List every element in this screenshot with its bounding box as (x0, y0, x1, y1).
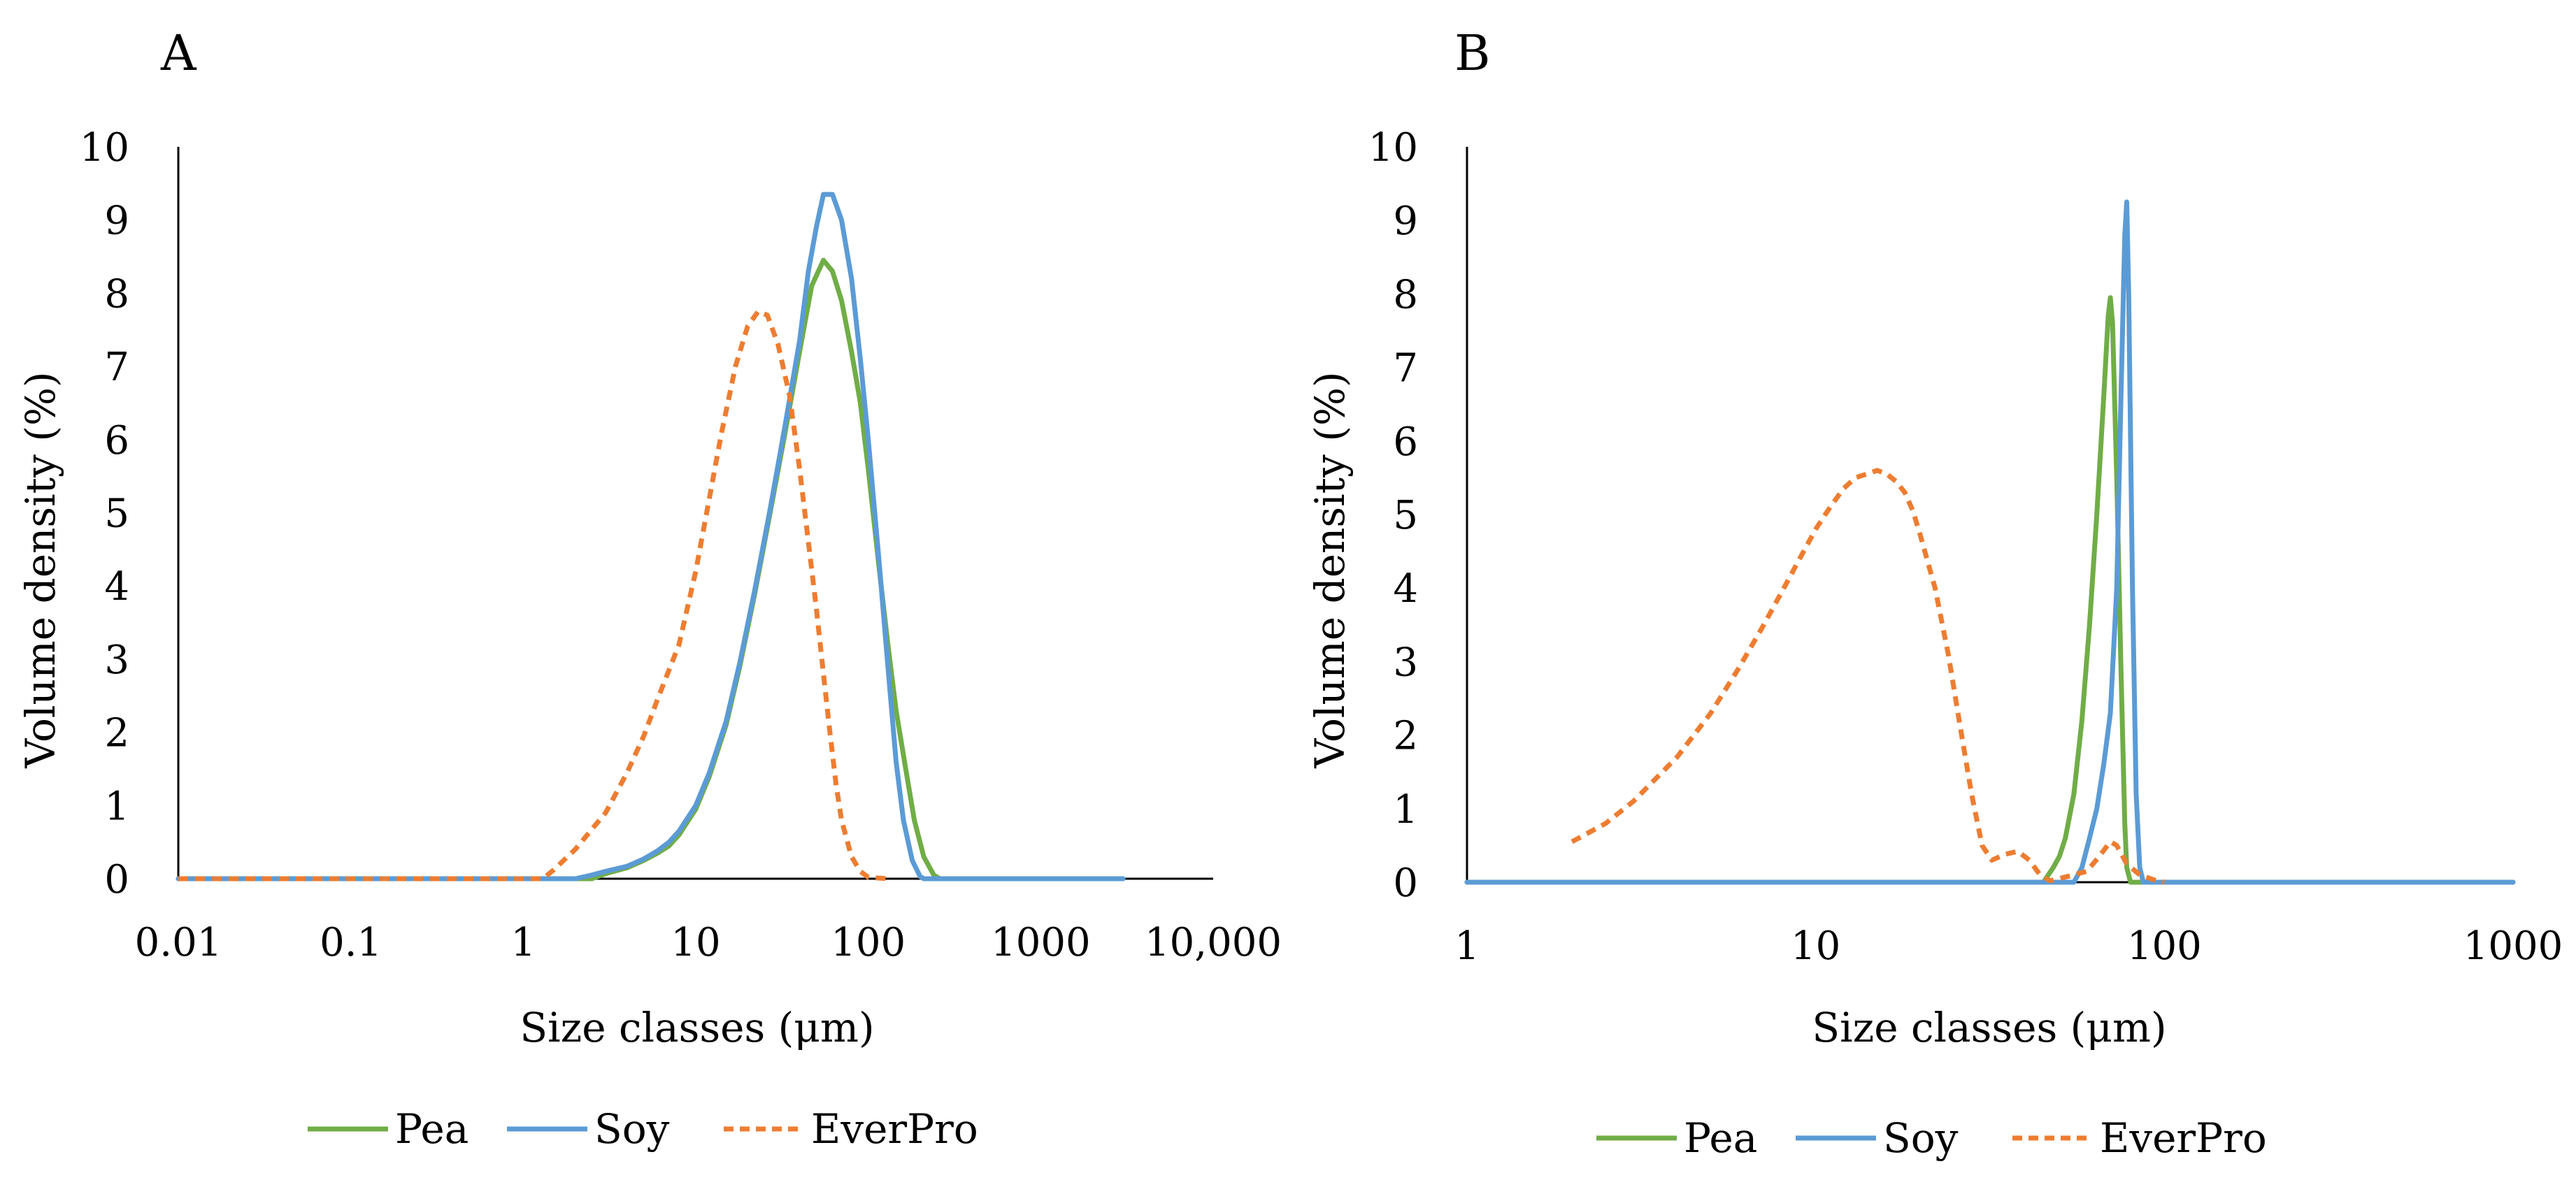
panel-a-y-tick-label: 8 (104, 271, 129, 317)
panel-a-x-tick-label: 10 (671, 920, 720, 965)
panel-b-legend: Pea Soy EverPro (1596, 1114, 2267, 1162)
panel-b-x-tick-label: 100 (2127, 923, 2202, 969)
panel-a-y-tick-label: 3 (104, 638, 129, 683)
panel-a-series-pea (176, 257, 1126, 882)
panel-b-x-tick-label: 1000 (2463, 923, 2563, 969)
panel-a-x-tick-label: 1000 (991, 920, 1091, 965)
legend-a-soy-label: Soy (594, 1105, 670, 1153)
panel-a-x-axis-title: Size classes (μm) (520, 1004, 874, 1051)
panel-b-series-pea (1464, 295, 2516, 885)
panel-a-y-tick-label: 5 (104, 491, 129, 537)
panel-a: A Volume density (%) Size classes (μm) 0… (17, 24, 1282, 1051)
panel-a-y-tick-label: 0 (104, 857, 129, 902)
panel-b-y-tick-label: 0 (1393, 861, 1418, 906)
legend-b-everpro-label: EverPro (2100, 1114, 2267, 1162)
panel-b-x-tick-label: 10 (1791, 923, 1840, 969)
legend-a-everpro-label: EverPro (811, 1105, 978, 1153)
panel-b-series-everpro (1570, 468, 2165, 885)
legend-a-pea-label: Pea (395, 1105, 468, 1153)
panel-b-y-tick-label: 8 (1393, 272, 1418, 317)
panel-a-legend: Pea Soy EverPro (308, 1105, 978, 1153)
panel-b-y-tick-label: 1 (1393, 787, 1418, 833)
panel-a-x-tick-label: 0.1 (320, 920, 382, 965)
panel-b-series-soy (1464, 199, 2516, 885)
panel-b-y-tick-label: 5 (1393, 493, 1418, 538)
panel-b-letter: B (1454, 24, 1490, 82)
panel-a-series-soy (176, 192, 1126, 882)
panel-a-y-tick-label: 6 (104, 418, 129, 463)
panel-b: B Volume density (%) Size classes (μm) 0… (1306, 24, 2563, 1051)
panel-b-y-tick-label: 2 (1393, 714, 1418, 759)
panel-a-y-tick-label: 7 (104, 345, 129, 390)
panel-a-x-tick-label: 10,000 (1145, 920, 1282, 965)
panel-b-y-axis-title: Volume density (%) (1306, 371, 1354, 768)
panel-b-y-tick-label: 7 (1393, 346, 1418, 391)
panel-b-y-tick-label: 10 (1368, 125, 1418, 171)
panel-a-y-axis-title: Volume density (%) (17, 371, 64, 768)
panel-a-x-tick-label: 100 (831, 920, 906, 965)
panel-b-x-axis-title: Size classes (μm) (1812, 1004, 2166, 1051)
panel-b-y-tick-label: 4 (1393, 566, 1418, 612)
panel-b-y-tick-label: 3 (1393, 640, 1418, 685)
legend-b-soy-label: Soy (1883, 1114, 1959, 1162)
panel-a-letter: A (160, 24, 197, 82)
panel-b-x-tick-label: 1 (1454, 923, 1480, 969)
panel-a-y-tick-label: 4 (104, 564, 129, 610)
panel-a-y-tick-label: 9 (104, 199, 129, 244)
panel-a-x-tick-label: 1 (511, 920, 536, 965)
panel-b-y-tick-label: 6 (1393, 419, 1418, 465)
panel-a-series-everpro (178, 309, 889, 882)
panel-b-y-tick-label: 9 (1393, 199, 1418, 244)
panel-a-x-tick-label: 0.01 (135, 920, 222, 965)
legend-b-pea-label: Pea (1684, 1114, 1757, 1162)
panel-a-y-tick-label: 2 (104, 711, 129, 756)
panel-a-y-tick-label: 10 (80, 125, 129, 171)
panel-a-y-tick-label: 1 (104, 784, 129, 829)
